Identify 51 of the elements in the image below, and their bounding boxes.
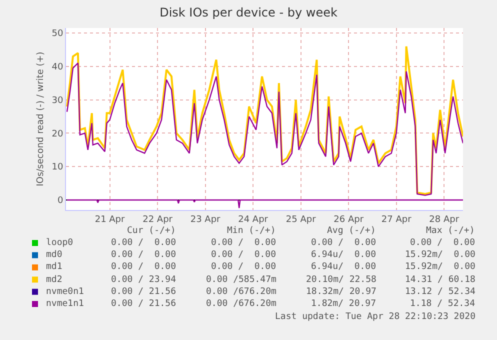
x-tick-label: 22 Apr xyxy=(142,214,173,225)
text: Cur (-/+) xyxy=(127,226,176,236)
text: 15.92m/ 0.00 xyxy=(405,262,476,272)
x-tick-label: 21 Apr xyxy=(94,214,126,225)
legend-label: md0 xyxy=(46,250,62,260)
x-tick-label: 26 Apr xyxy=(334,214,364,225)
text: 15.92m/ 0.00 xyxy=(405,250,476,260)
legend-label: nvme0n1 xyxy=(46,287,84,297)
legend-label: loop0 xyxy=(46,238,74,248)
y-tick-label: 30 xyxy=(52,96,64,106)
text: 0.00 /676.20m xyxy=(206,299,276,309)
text: 1.82m/ 20.97 xyxy=(311,299,376,309)
text: Max (-/+) xyxy=(426,226,475,236)
text: 1.18 / 52.34 xyxy=(410,299,476,309)
text: 0.00 / 21.56 xyxy=(111,299,176,309)
chart-title: Disk IOs per device - by week xyxy=(160,5,338,20)
text: 0.00 / 0.00 xyxy=(211,238,276,248)
text: 6.94u/ 0.00 xyxy=(311,262,376,272)
x-tick-label: 28 Apr xyxy=(429,214,460,225)
text: 20.10m/ 22.58 xyxy=(306,275,376,285)
y-tick-label: 20 xyxy=(52,129,64,140)
text: 0.00 / 0.00 xyxy=(410,238,476,248)
text: 0.00 / 0.00 xyxy=(111,250,176,260)
legend-label: nvme1n1 xyxy=(46,299,84,309)
y-tick-label: 50 xyxy=(52,29,64,40)
y-tick-label: 0 xyxy=(57,196,64,206)
text: 0.00 / 0.00 xyxy=(111,238,176,248)
text: 0.00 /585.47m xyxy=(206,275,276,285)
x-tick-label: 23 Apr xyxy=(190,214,221,225)
x-tick-label: 25 Apr xyxy=(286,214,316,225)
text: Min (-/+) xyxy=(227,226,276,236)
text: 0.00 /676.20m xyxy=(206,287,276,297)
text: 0.00 / 21.56 xyxy=(111,287,176,297)
text: 0.00 / 0.00 xyxy=(211,262,276,272)
x-tick-label: 24 Apr xyxy=(238,214,268,225)
text: 6.94u/ 0.00 xyxy=(311,250,376,260)
y-tick-label: 40 xyxy=(52,62,64,73)
text: 14.31 / 60.18 xyxy=(405,275,476,285)
text: 0.00 / 0.00 xyxy=(211,250,276,260)
text: 0.00 / 23.94 xyxy=(111,275,176,285)
text: Avg (-/+) xyxy=(327,226,376,236)
text: 0.00 / 0.00 xyxy=(311,238,376,248)
text: 18.32m/ 20.97 xyxy=(306,287,376,297)
y-axis-title: IOs/second read (-) / write (+) xyxy=(36,52,46,186)
text: Last update: Tue Apr 28 22:10:23 2020 xyxy=(275,312,476,322)
x-tick-label: 27 Apr xyxy=(381,214,412,225)
text: 13.12 / 52.34 xyxy=(405,287,476,297)
legend-label: md1 xyxy=(46,262,62,272)
text: 0.00 / 0.00 xyxy=(111,262,176,272)
legend-label: md2 xyxy=(46,275,62,285)
y-tick-label: 10 xyxy=(52,162,64,173)
